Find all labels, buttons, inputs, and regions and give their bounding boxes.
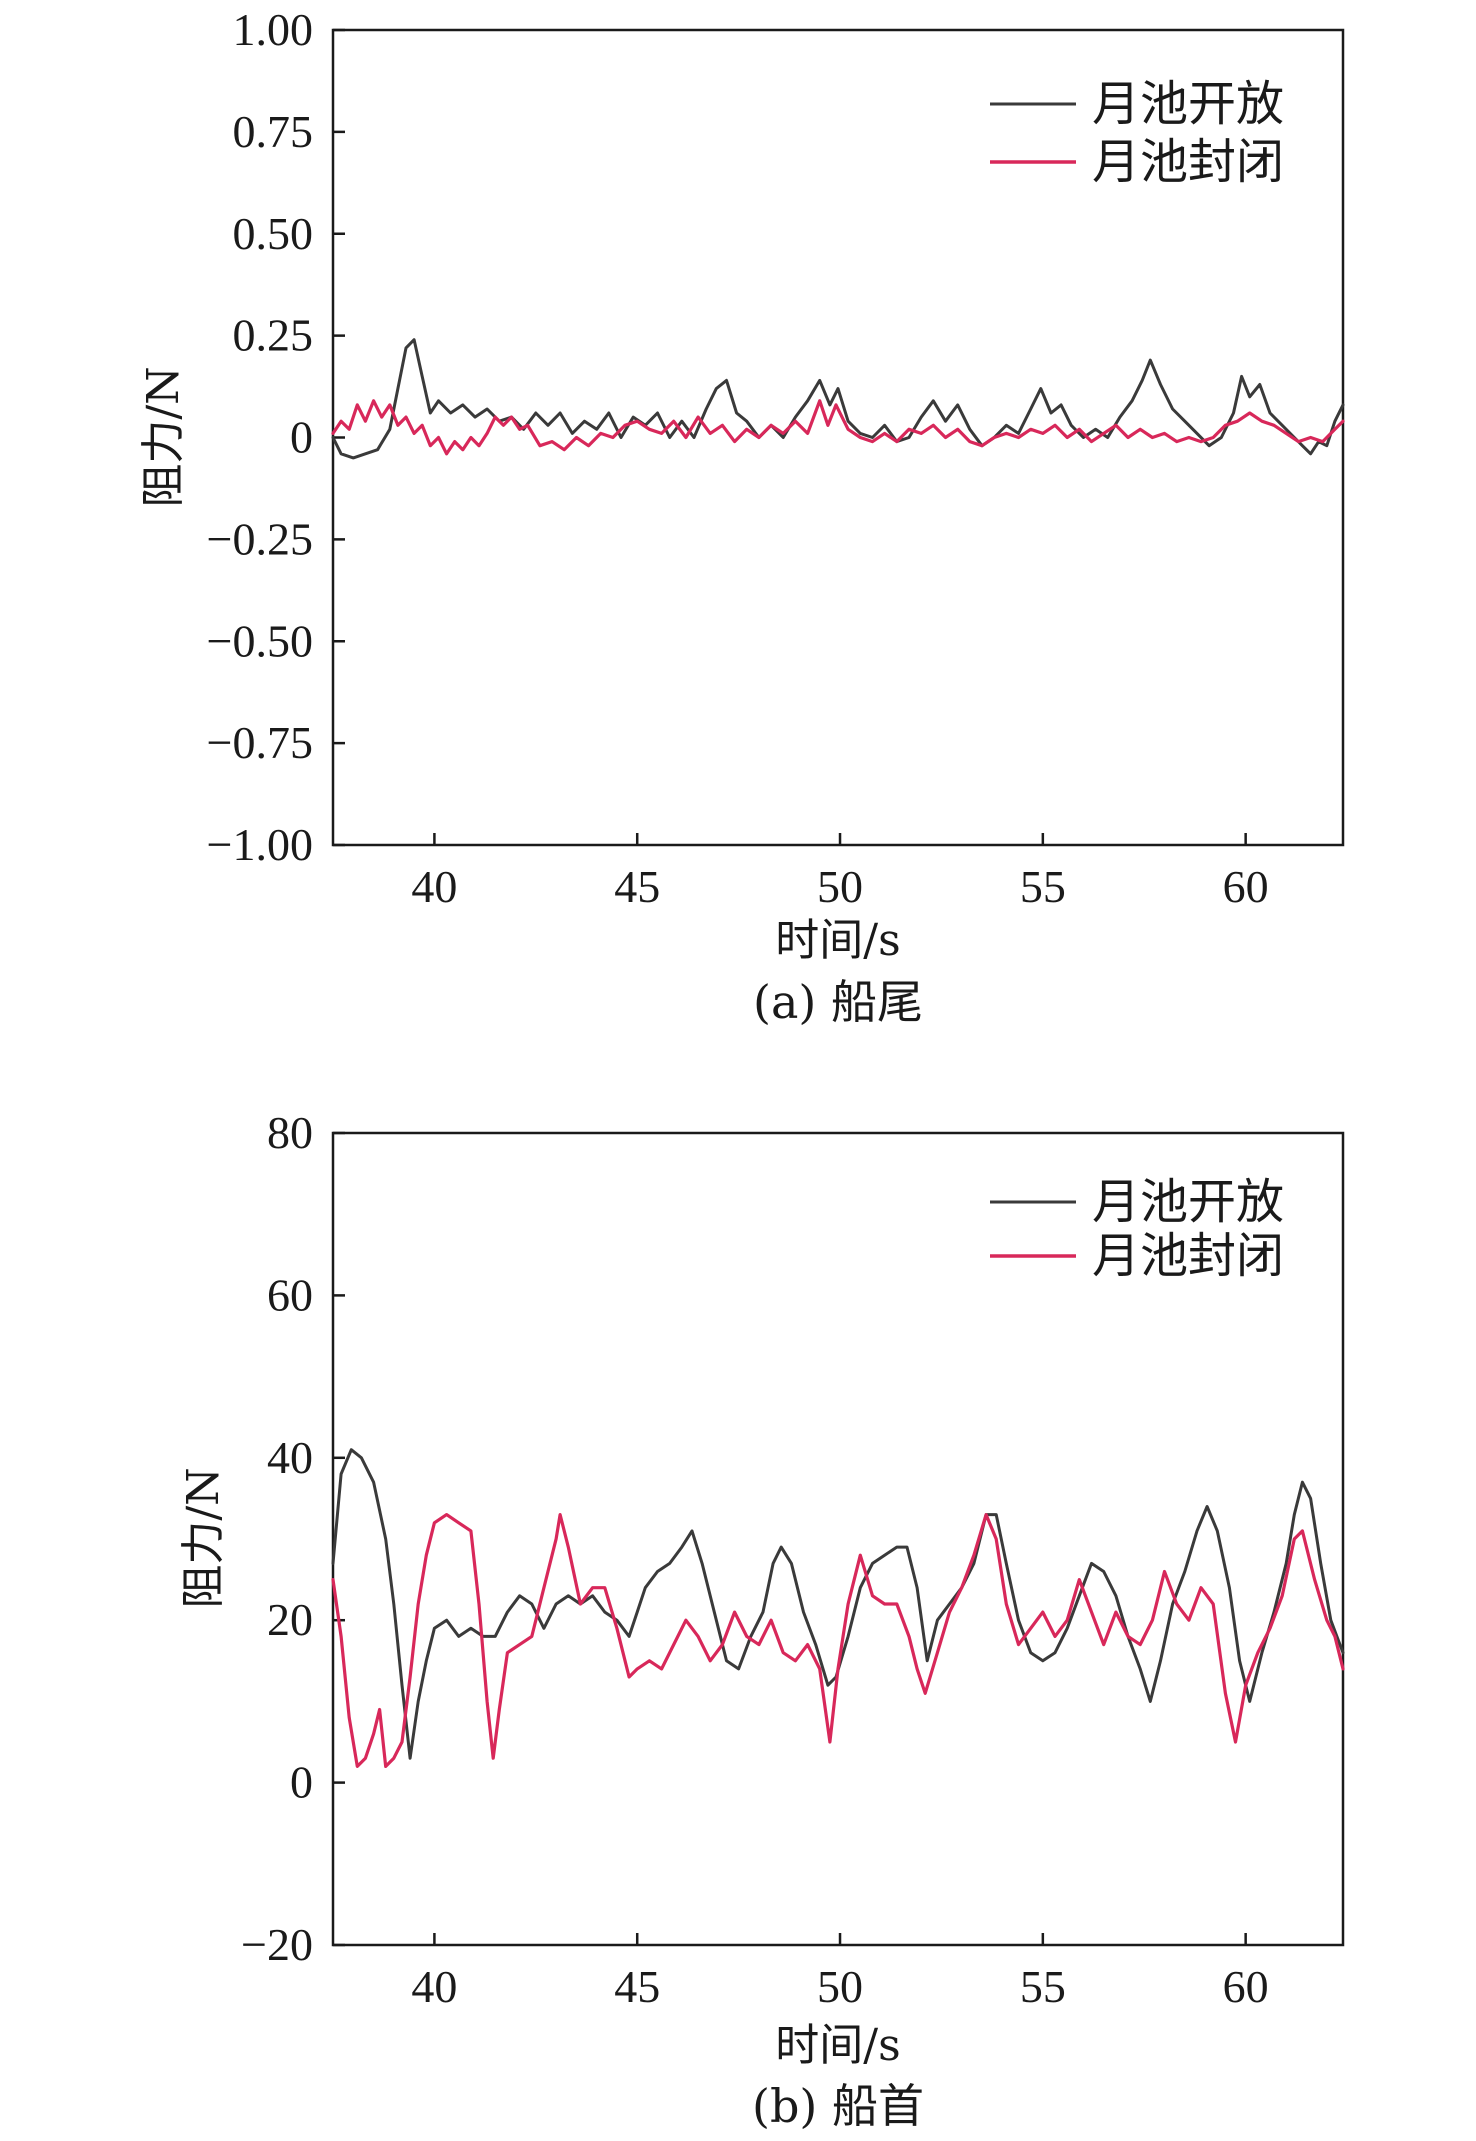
- y-tick-label: 0.50: [233, 208, 314, 259]
- series-line-closed: [331, 1513, 1345, 1768]
- legend: 月池开放 月池封闭: [990, 76, 1284, 190]
- y-tick-label: 60: [267, 1269, 313, 1320]
- y-tick-label: −0.50: [207, 615, 313, 666]
- y-tick-label: 0: [290, 1757, 313, 1808]
- chart-stern: 40 45 50 55 60 1.00 0.75 0.50 0.25 0 −0.25 −0.50 −0.…: [138, 4, 1345, 1029]
- x-tick-label: 50: [817, 861, 863, 912]
- x-tick-label: 40: [411, 861, 457, 912]
- plot-frame: [331, 1131, 1345, 1947]
- y-axis-title: 阻力/N: [138, 366, 189, 507]
- series-lines: [331, 338, 1345, 460]
- y-tick-label: 0.75: [233, 106, 314, 157]
- x-axis-title: 时间/s: [775, 2020, 900, 2071]
- legend-label-closed: 月池封闭: [1092, 1228, 1284, 1284]
- x-tick-label: 60: [1223, 861, 1269, 912]
- x-axis-title: 时间/s: [775, 915, 900, 966]
- legend: 月池开放 月池封闭: [990, 1174, 1284, 1284]
- x-tick-label: 60: [1223, 1961, 1269, 2012]
- y-tick-label: 0.25: [233, 310, 314, 361]
- y-tick-label: −20: [241, 1919, 313, 1970]
- y-tick-label: −1.00: [207, 819, 313, 870]
- y-tick-label: −0.25: [207, 513, 313, 564]
- axis-ticks: 40 45 50 55 60 1.00 0.75 0.50 0.25 0 −0.25 −0.50 −0.…: [207, 4, 1269, 912]
- chart-caption: (a) 船尾: [753, 975, 923, 1029]
- chart-caption: (b) 船首: [752, 2079, 924, 2133]
- series-line-open: [331, 1448, 1345, 1760]
- x-tick-label: 50: [817, 1961, 863, 2012]
- legend-label-closed: 月池封闭: [1092, 134, 1284, 190]
- x-tick-label: 45: [614, 1961, 660, 2012]
- series-line-open: [331, 338, 1345, 460]
- y-tick-label: 40: [267, 1432, 313, 1483]
- y-axis-title: 阻力/N: [178, 1467, 229, 1608]
- axis-ticks: 40 45 50 55 60 80 60 40 20 0 −20: [241, 1107, 1269, 2012]
- y-tick-label: 0: [290, 412, 313, 463]
- legend-label-open: 月池开放: [1092, 76, 1284, 132]
- y-tick-label: −0.75: [207, 717, 313, 768]
- y-tick-label: 1.00: [233, 4, 314, 55]
- x-tick-label: 55: [1020, 861, 1066, 912]
- x-tick-label: 55: [1020, 1961, 1066, 2012]
- x-tick-label: 40: [411, 1961, 457, 2012]
- series-lines: [331, 1448, 1345, 1768]
- x-tick-label: 45: [614, 861, 660, 912]
- legend-label-open: 月池开放: [1092, 1174, 1284, 1230]
- y-tick-label: 20: [267, 1594, 313, 1645]
- series-line-closed: [331, 399, 1345, 456]
- y-tick-label: 80: [267, 1107, 313, 1158]
